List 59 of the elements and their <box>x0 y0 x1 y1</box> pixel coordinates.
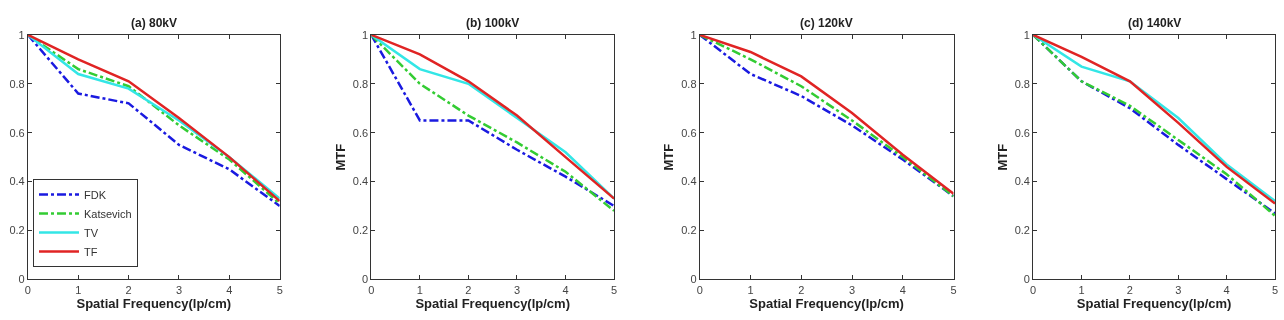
y-tick-label: 1 <box>361 28 369 41</box>
y-tick-label: 1 <box>1023 28 1030 41</box>
x-axis-title: Spatial Frequency(lp/cm) <box>415 295 570 311</box>
x-axis-title: Spatial Frequency(lp/cm) <box>749 295 904 311</box>
y-tick-label: 0.2 <box>1014 224 1030 237</box>
legend-label: TF <box>84 245 98 258</box>
y-tick-label: 0.4 <box>681 175 697 188</box>
y-tick-label: 1 <box>18 28 25 41</box>
y-tick-label: 0 <box>690 273 697 286</box>
y-tick-label: 0.2 <box>352 224 369 237</box>
y-tick-label: 0.8 <box>681 77 697 90</box>
y-tick-label: 0.6 <box>9 126 25 139</box>
x-tick-label: 5 <box>1271 283 1279 296</box>
legend-label: TV <box>84 226 99 239</box>
y-tick-label: 0.6 <box>681 126 697 139</box>
y-axis-title: MTF <box>994 143 1010 171</box>
x-tick-label: 1 <box>75 283 82 296</box>
y-tick-label: 0 <box>18 273 25 286</box>
x-axis-title: Spatial Frequency(lp/cm) <box>76 295 232 311</box>
y-tick-label: 0 <box>1023 273 1030 286</box>
y-tick-label: 0.8 <box>9 77 25 90</box>
legend-label: Katsevich <box>84 207 132 220</box>
x-tick-label: 2 <box>465 283 472 296</box>
chart-title: (a) 80kV <box>131 16 178 30</box>
y-tick-label: 0.2 <box>9 224 25 237</box>
x-tick-label: 2 <box>798 283 805 296</box>
x-tick-label: 1 <box>1078 283 1085 296</box>
x-tick-label: 4 <box>1223 283 1230 296</box>
x-tick-label: 4 <box>562 283 569 296</box>
x-tick-label: 3 <box>175 283 183 296</box>
x-tick-label: 4 <box>226 283 233 296</box>
x-tick-label: 3 <box>1175 283 1182 296</box>
x-tick-label: 5 <box>276 283 283 296</box>
y-tick-label: 0 <box>361 273 369 286</box>
chart-title: (c) 120kV <box>800 16 853 30</box>
x-tick-label: 3 <box>513 283 521 296</box>
y-axis-title: MTF <box>661 143 677 171</box>
y-tick-label: 0.6 <box>1014 126 1030 139</box>
x-axis-title: Spatial Frequency(lp/cm) <box>1076 295 1232 311</box>
x-tick-label: 3 <box>848 283 856 296</box>
x-tick-label: 2 <box>125 283 132 296</box>
y-tick-label: 0.4 <box>1014 175 1030 188</box>
chart-title: (d) 140kV <box>1128 16 1182 30</box>
x-tick-label: 4 <box>899 283 906 296</box>
y-tick-label: 0.8 <box>1014 77 1030 90</box>
y-tick-label: 0.8 <box>352 77 369 90</box>
y-tick-label: 0.6 <box>352 126 369 139</box>
x-tick-label: 1 <box>416 283 423 296</box>
y-tick-label: 1 <box>690 28 697 41</box>
legend-label: FDK <box>84 188 107 201</box>
y-axis-title: MTF <box>332 143 348 171</box>
y-tick-label: 0.2 <box>681 224 697 237</box>
y-tick-label: 0.4 <box>9 175 25 188</box>
chart-title: (b) 100kV <box>466 16 520 30</box>
y-tick-label: 0.4 <box>352 175 369 188</box>
x-tick-label: 5 <box>950 283 957 296</box>
x-tick-label: 2 <box>1126 283 1133 296</box>
x-tick-label: 5 <box>611 283 618 296</box>
x-tick-label: 1 <box>747 283 754 296</box>
